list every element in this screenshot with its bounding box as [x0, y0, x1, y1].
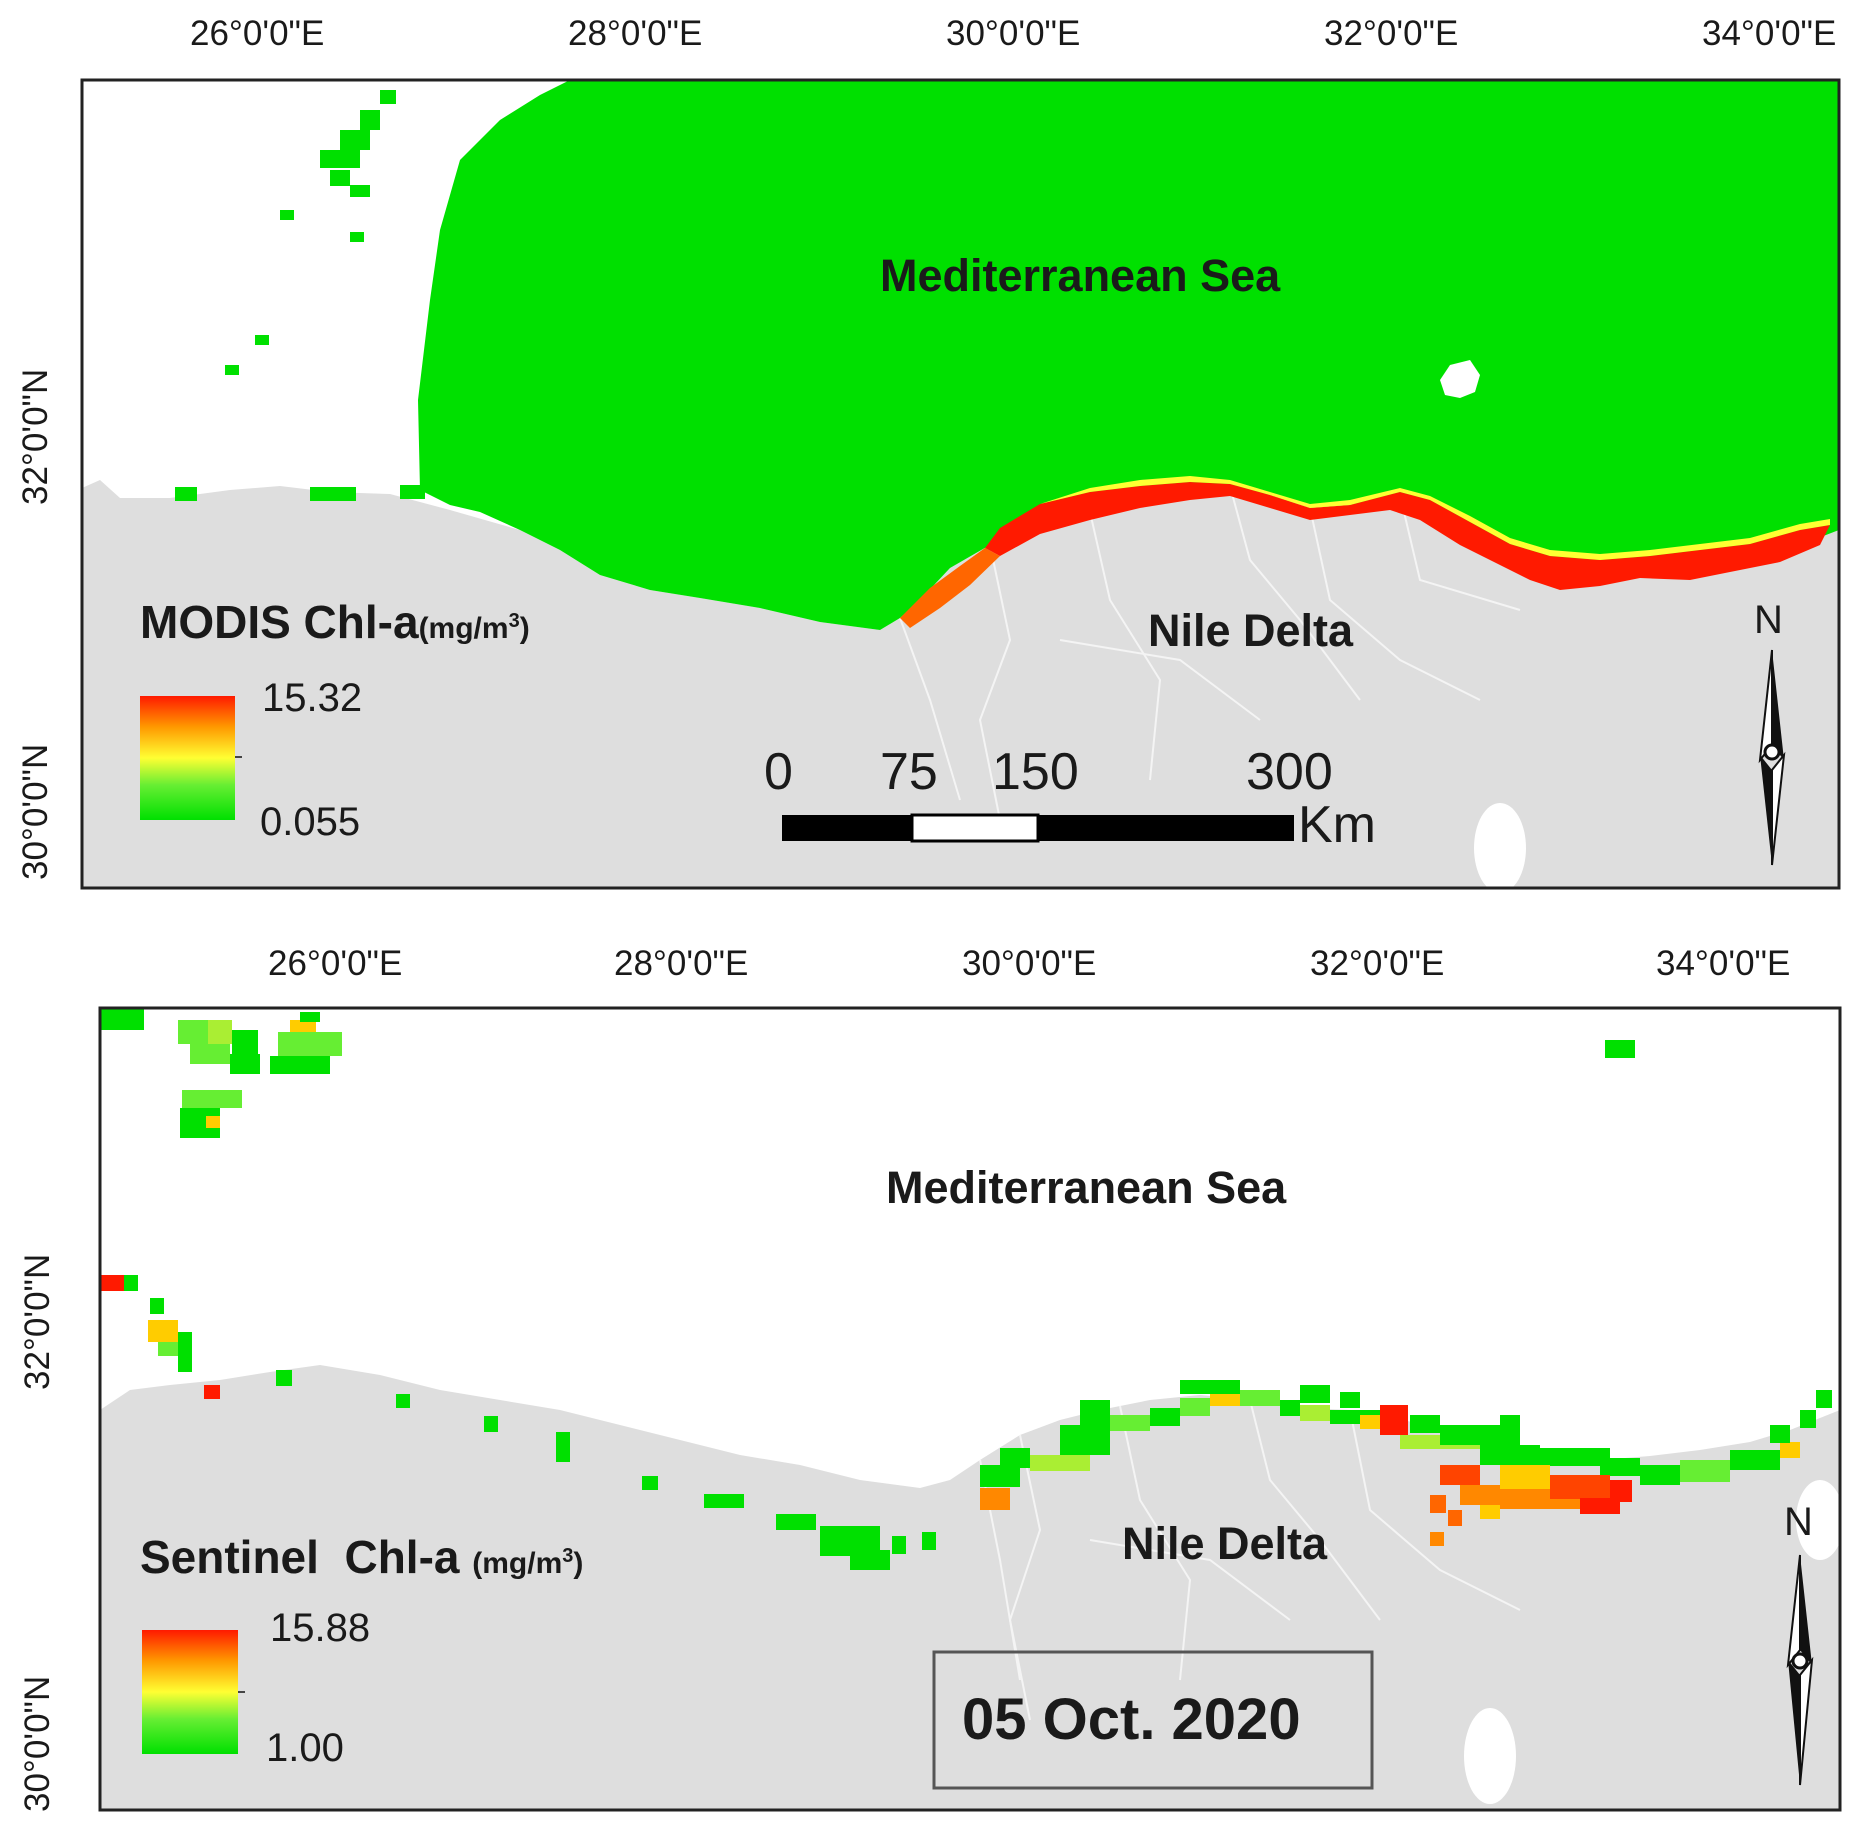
sentinel-date-label: 05 Oct. 2020: [962, 1687, 1301, 1752]
sentinel-north-label: N: [1784, 1500, 1813, 1544]
sentinel-legend-title-text: Sentinel Chl-a: [140, 1531, 460, 1583]
sentinel-delta-label: Nile Delta: [1122, 1518, 1328, 1569]
modis-lon-tick-26: 26°0'0"E: [190, 14, 325, 53]
sentinel-lon-tick-30: 30°0'0"E: [962, 944, 1097, 983]
sentinel-legend-unit: (mg/m3): [472, 1545, 584, 1580]
modis-legend-unit-sup: 3: [508, 610, 520, 632]
modis-chl-coastal-high: [985, 482, 1830, 590]
sentinel-lon-tick-32: 32°0'0"E: [1310, 944, 1445, 983]
modis-lon-tick-32: 32°0'0"E: [1324, 14, 1459, 53]
modis-legend-max: 15.32: [262, 676, 363, 720]
modis-legend-title: MODIS Chl-a(mg/m3): [140, 595, 530, 649]
sentinel-lon-tick-26: 26°0'0"E: [268, 944, 403, 983]
modis-sea-label: Mediterranean Sea: [880, 250, 1281, 301]
modis-scale-label-300: 300: [1246, 743, 1333, 801]
sentinel-legend-min: 1.00: [266, 1726, 344, 1770]
modis-scale-unit: Km: [1298, 796, 1376, 854]
modis-map-canvas: [80, 78, 1841, 890]
modis-legend-ramp: [140, 696, 235, 820]
sentinel-sea-label: Mediterranean Sea: [886, 1162, 1287, 1213]
modis-map-frame: [80, 78, 1841, 890]
sentinel-lon-tick-28: 28°0'0"E: [614, 944, 749, 983]
modis-north-label: N: [1754, 598, 1783, 642]
sentinel-map-panel: 26°0'0"E 28°0'0"E 30°0'0"E 32°0'0"E 34°0…: [0, 920, 1874, 1836]
sentinel-legend-max: 15.88: [270, 1606, 371, 1650]
modis-delta-label: Nile Delta: [1148, 605, 1354, 656]
sentinel-north-arrow-icon: [1786, 1554, 1814, 1786]
modis-chl-sea: [418, 80, 1839, 630]
modis-scale-label-150: 150: [992, 743, 1079, 801]
modis-land: [82, 480, 1839, 888]
modis-lon-tick-28: 28°0'0"E: [568, 14, 703, 53]
sentinel-legend-unit-sup: 3: [562, 1545, 574, 1567]
sentinel-map-frame: [98, 1006, 1842, 1812]
modis-legend-unit: (mg/m3): [418, 610, 530, 645]
sentinel-legend-title: Sentinel Chl-a (mg/m3): [140, 1530, 583, 1584]
modis-lon-tick-30: 30°0'0"E: [946, 14, 1081, 53]
sentinel-legend-unit-prefix: (mg/m: [472, 1547, 563, 1580]
modis-scale-label-0: 0: [764, 743, 793, 801]
modis-legend-min: 0.055: [260, 800, 361, 844]
modis-scale-bar: [782, 813, 1294, 843]
modis-legend-unit-prefix: (mg/m: [418, 612, 509, 645]
modis-legend-unit-suffix: ): [519, 612, 530, 645]
sentinel-map-canvas: [98, 1006, 1842, 1812]
sentinel-legend-ramp: [142, 1630, 238, 1754]
sentinel-lon-tick-34: 34°0'0"E: [1656, 944, 1791, 983]
modis-scale-label-75: 75: [880, 743, 938, 801]
modis-map-panel: 26°0'0"E 28°0'0"E 30°0'0"E 32°0'0"E 34°0…: [0, 0, 1874, 900]
modis-north-arrow-icon: [1758, 649, 1786, 866]
modis-legend-title-text: MODIS Chl-a: [140, 596, 419, 648]
sentinel-legend-unit-suffix: ): [573, 1547, 584, 1580]
sentinel-date-box: [932, 1650, 1374, 1790]
sentinel-chl-pixels: [100, 1008, 1832, 1570]
modis-lon-tick-34: 34°0'0"E: [1702, 14, 1837, 53]
sentinel-land: [100, 1365, 1840, 1810]
